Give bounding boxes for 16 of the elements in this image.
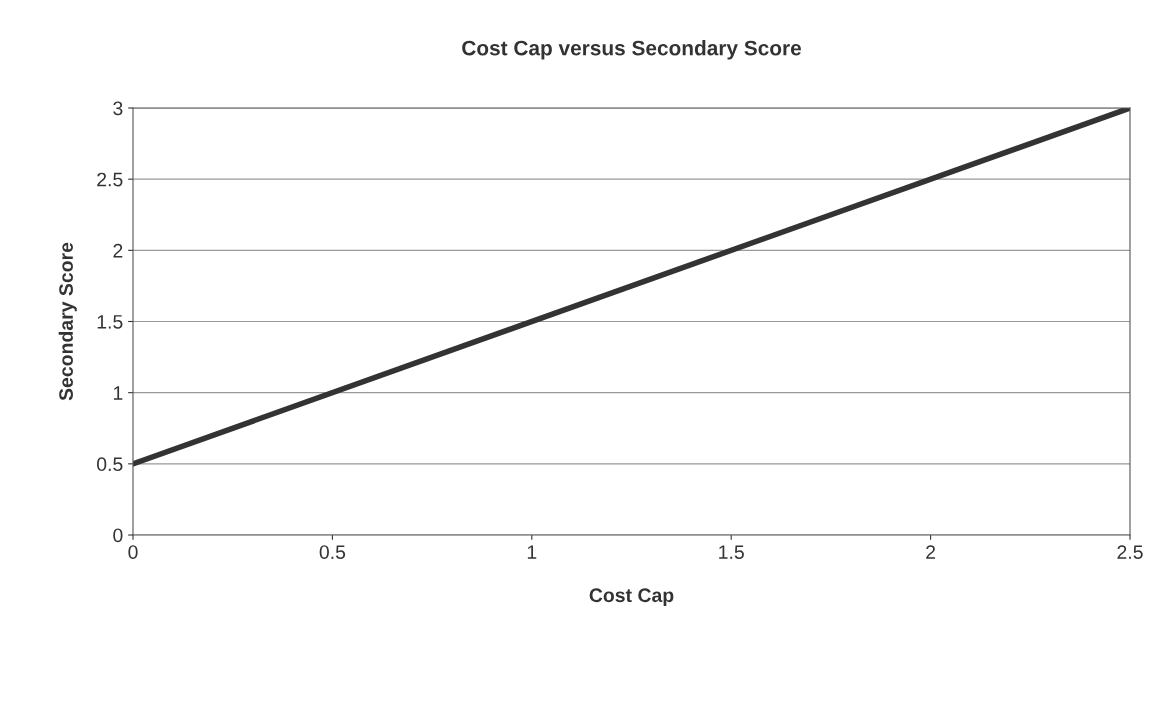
y-tick-label: 2 (113, 243, 123, 258)
y-tick-label: 0 (113, 528, 123, 543)
y-tick-label: 1 (113, 386, 123, 400)
x-tick-label: 2 (926, 545, 936, 559)
x-tick-label: 1.5 (719, 545, 744, 559)
y-tick-label: 2.5 (97, 172, 123, 187)
x-tick-label: 0 (128, 545, 138, 559)
x-tick-label: 0.5 (319, 545, 346, 559)
y-tick-label: 1.5 (97, 315, 123, 329)
x-axis-title: Cost Cap (589, 588, 674, 606)
y-tick-label: 3 (113, 101, 123, 116)
y-axis-title: Secondary Score (58, 242, 77, 401)
x-tick-label: 2.5 (1117, 545, 1143, 559)
chart-title: Cost Cap versus Secondary Score (462, 40, 802, 60)
x-tick-label: 1 (527, 545, 537, 559)
y-tick-label: 0.5 (97, 457, 123, 472)
